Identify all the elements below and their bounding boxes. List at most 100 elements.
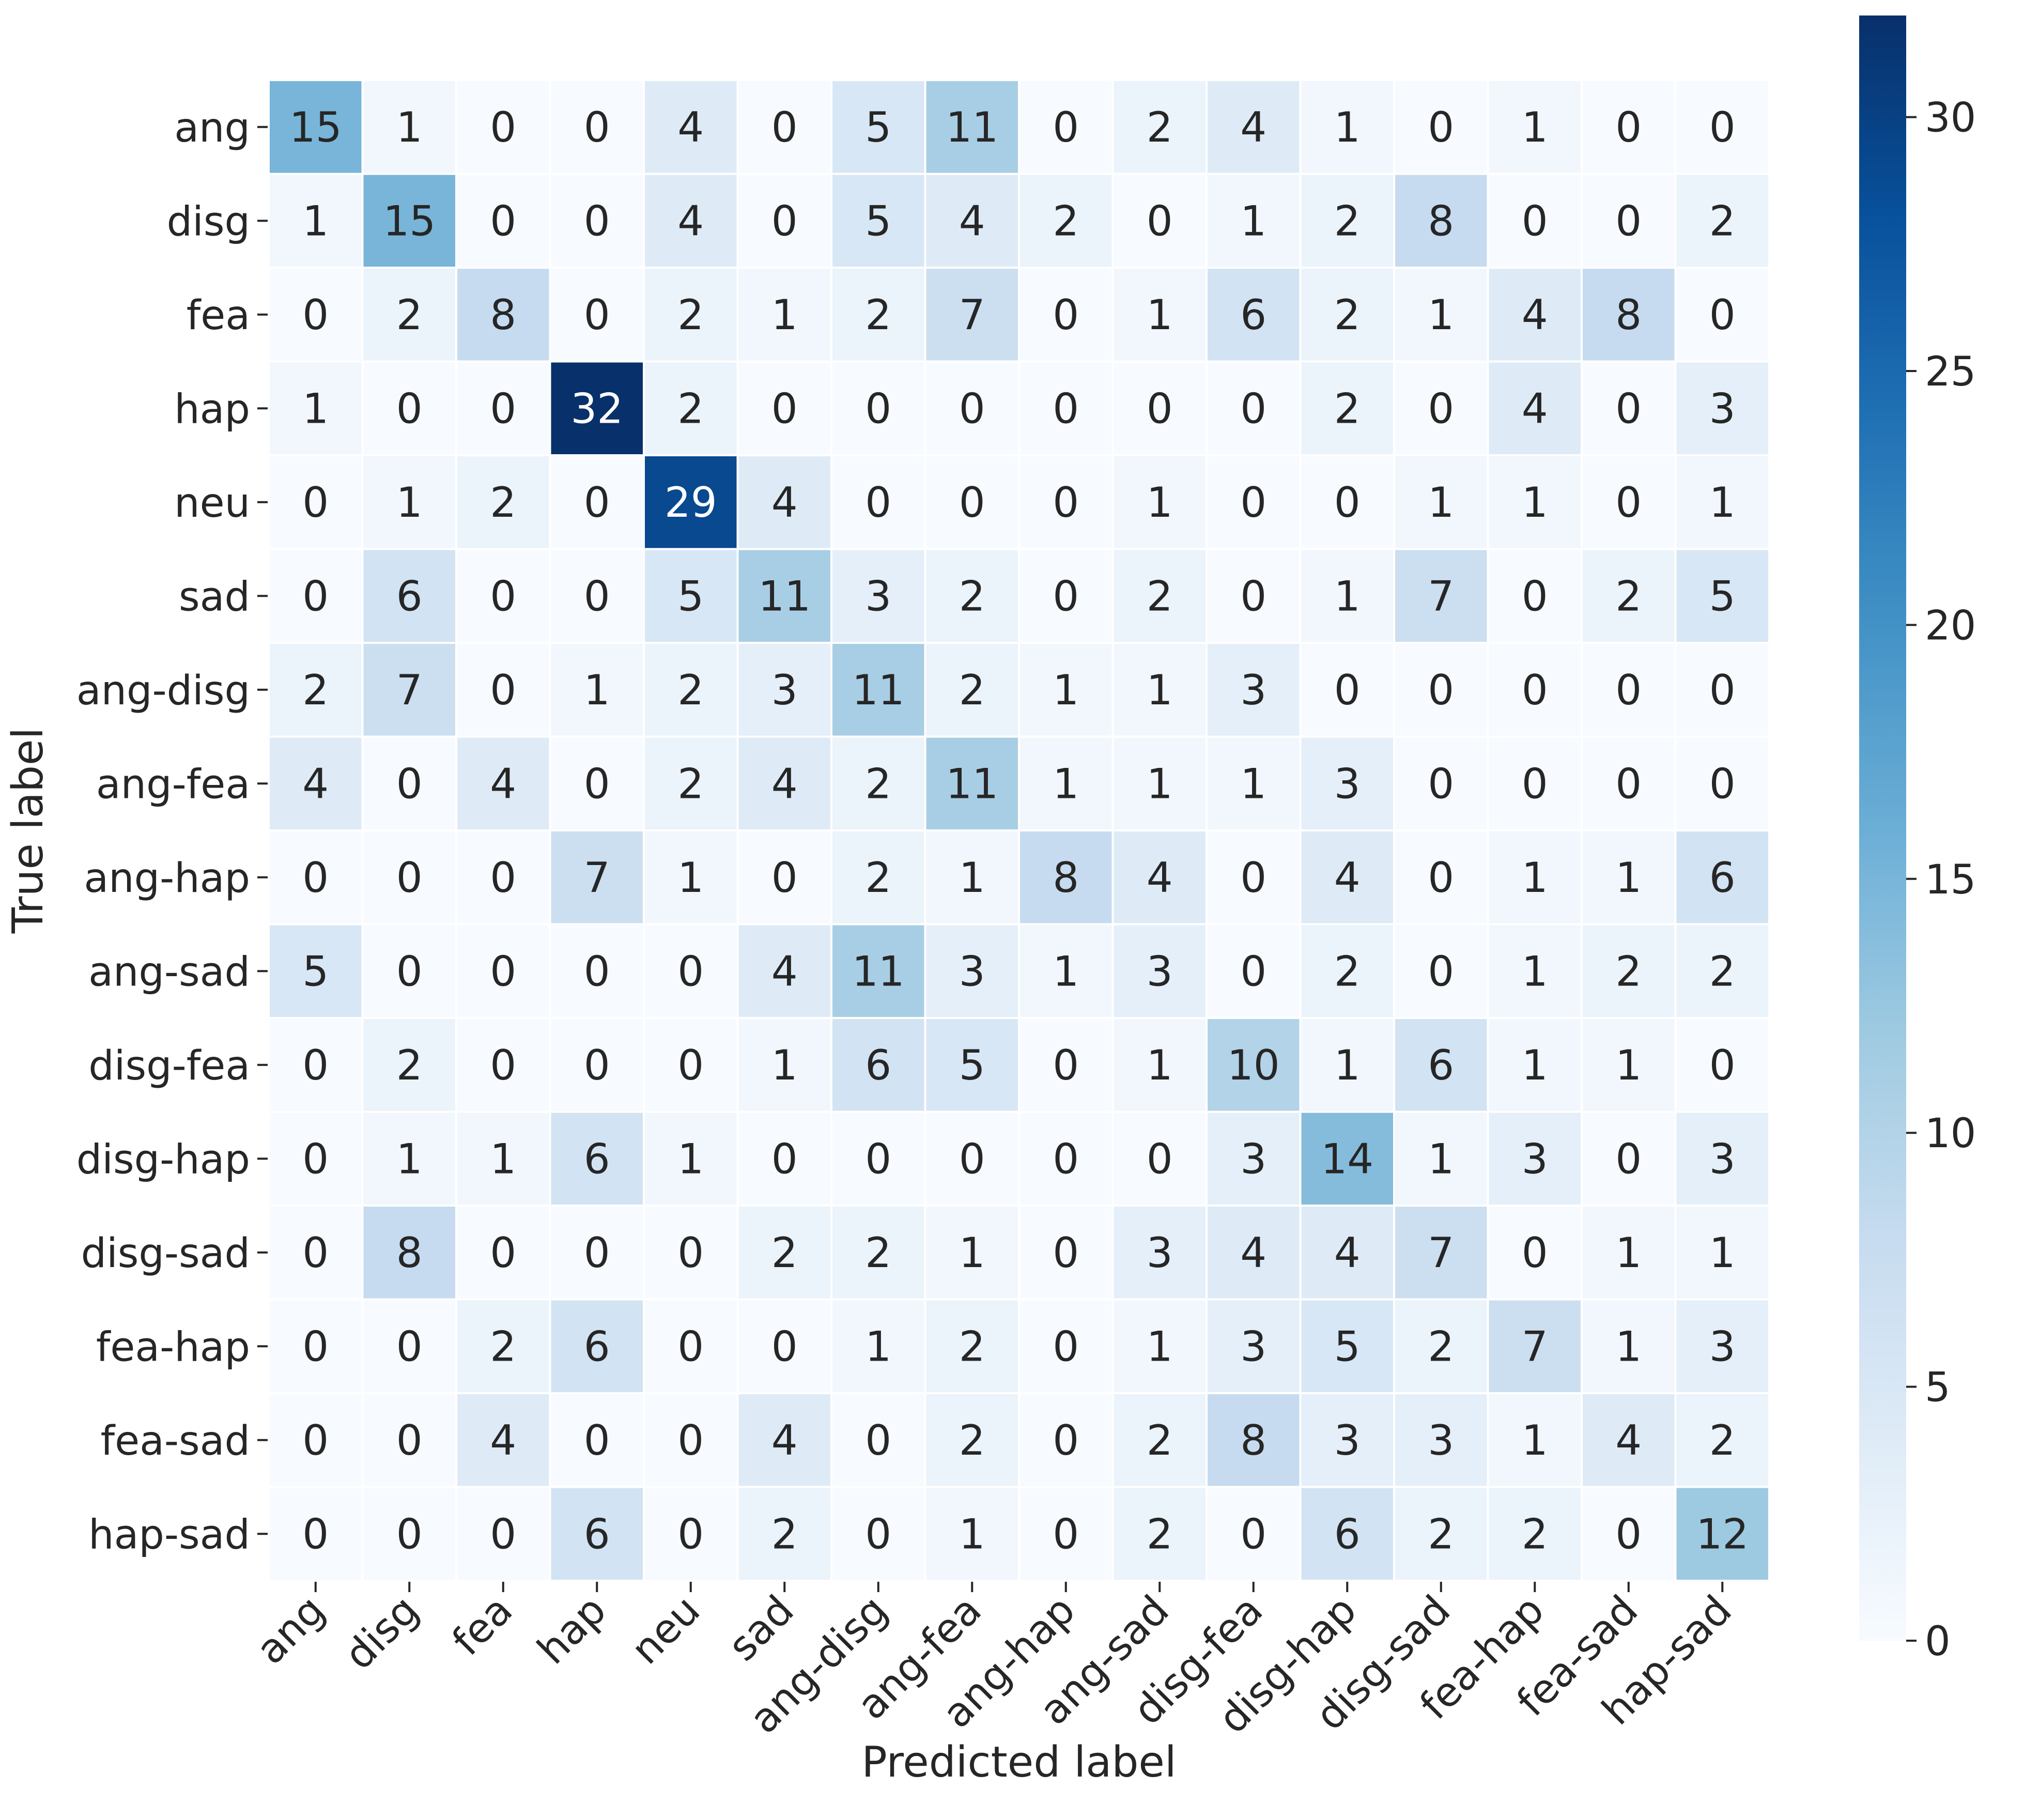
cell-label-11-0: 0 [302,1135,329,1183]
cell-10-5 [738,1019,830,1111]
cell-label-3-1: 0 [396,384,423,433]
cell-13-0 [270,1300,362,1392]
cell-5-8 [1020,550,1112,642]
cell-15-8 [1020,1488,1112,1580]
cell-label-12-4: 0 [677,1229,704,1277]
cell-label-13-10: 3 [1240,1322,1266,1370]
cell-13-11 [1301,1300,1393,1392]
cell-7-13 [1489,737,1581,829]
cell-15-9 [1114,1488,1206,1580]
cell-label-7-5: 4 [771,760,798,808]
cell-2-1 [363,269,455,361]
cell-13-5 [738,1300,830,1392]
cell-7-4 [645,737,737,829]
cell-13-9 [1114,1300,1206,1392]
cell-15-11 [1301,1488,1393,1580]
cell-label-11-13: 3 [1522,1135,1548,1183]
cell-15-10 [1208,1488,1300,1580]
cell-11-8 [1020,1113,1112,1205]
cell-9-4 [645,925,737,1017]
y-tick-label-4: neu [174,480,250,527]
cell-label-7-11: 3 [1334,760,1361,808]
cell-label-10-0: 0 [302,1041,329,1089]
cell-12-1 [363,1207,455,1299]
cell-9-6 [832,925,924,1017]
cell-6-6 [832,644,924,736]
cell-12-14 [1583,1207,1675,1299]
cell-label-5-9: 2 [1147,572,1173,620]
cell-11-1 [363,1113,455,1205]
cell-label-4-0: 0 [302,479,329,527]
cell-label-12-1: 8 [396,1229,423,1277]
cell-15-3 [551,1488,643,1580]
cell-label-5-13: 0 [1522,572,1548,620]
cell-label-1-0: 1 [302,197,329,245]
y-tick-label-10: disg-fea [88,1043,250,1089]
x-axis-title: Predicted label [861,1738,1176,1787]
cell-label-8-8: 8 [1053,854,1079,902]
cell-12-13 [1489,1207,1581,1299]
cell-label-9-10: 0 [1240,947,1266,995]
cell-1-12 [1395,175,1487,267]
cell-label-6-14: 0 [1615,666,1642,714]
cell-label-4-9: 1 [1147,479,1173,527]
cell-6-13 [1489,644,1581,736]
cell-label-4-6: 0 [865,479,891,527]
cell-label-2-14: 8 [1615,291,1642,339]
cell-label-11-11: 14 [1321,1135,1373,1183]
cell-label-4-7: 0 [959,479,985,527]
cell-10-2 [457,1019,549,1111]
cell-6-4 [645,644,737,736]
cell-2-0 [270,269,362,361]
cell-9-2 [457,925,549,1017]
cell-label-12-14: 1 [1615,1229,1642,1277]
cell-label-9-7: 3 [959,947,985,995]
cell-label-3-7: 0 [959,384,985,433]
cell-label-9-3: 0 [584,947,610,995]
cell-5-11 [1301,550,1393,642]
cell-5-3 [551,550,643,642]
cell-label-3-13: 4 [1522,384,1548,433]
cell-label-13-3: 6 [584,1322,610,1370]
cell-label-3-10: 0 [1240,384,1266,433]
cell-0-1 [363,81,455,173]
cell-label-5-12: 7 [1428,572,1454,620]
cell-label-5-0: 0 [302,572,329,620]
cell-9-9 [1114,925,1206,1017]
cell-label-15-13: 2 [1522,1510,1548,1558]
cell-label-9-2: 0 [490,947,516,995]
cell-0-8 [1020,81,1112,173]
cell-label-9-4: 0 [677,947,704,995]
cell-label-3-6: 0 [865,384,891,433]
y-tick-label-12: disg-sad [81,1230,250,1277]
cell-7-1 [363,737,455,829]
cell-10-10 [1208,1019,1300,1111]
cell-3-10 [1208,362,1300,454]
cell-1-4 [645,175,737,267]
cell-label-12-2: 0 [490,1229,516,1277]
cell-label-7-6: 2 [865,760,891,808]
cell-5-7 [926,550,1018,642]
cell-8-15 [1676,831,1768,923]
cell-label-0-12: 0 [1428,103,1454,151]
cell-10-7 [926,1019,1018,1111]
cell-14-7 [926,1394,1018,1486]
cell-14-8 [1020,1394,1112,1486]
cell-2-7 [926,269,1018,361]
cell-8-6 [832,831,924,923]
cell-10-3 [551,1019,643,1111]
cell-6-11 [1301,644,1393,736]
cell-4-1 [363,456,455,548]
cell-15-7 [926,1488,1018,1580]
cell-2-6 [832,269,924,361]
cell-label-11-1: 1 [396,1135,423,1183]
cell-label-7-4: 2 [677,760,704,808]
cell-13-12 [1395,1300,1487,1392]
cell-2-4 [645,269,737,361]
cell-label-15-0: 0 [302,1510,329,1558]
cell-7-9 [1114,737,1206,829]
cell-3-5 [738,362,830,454]
cell-label-15-15: 12 [1696,1510,1749,1558]
cell-label-0-0: 15 [289,103,342,151]
cell-label-9-14: 2 [1615,947,1642,995]
